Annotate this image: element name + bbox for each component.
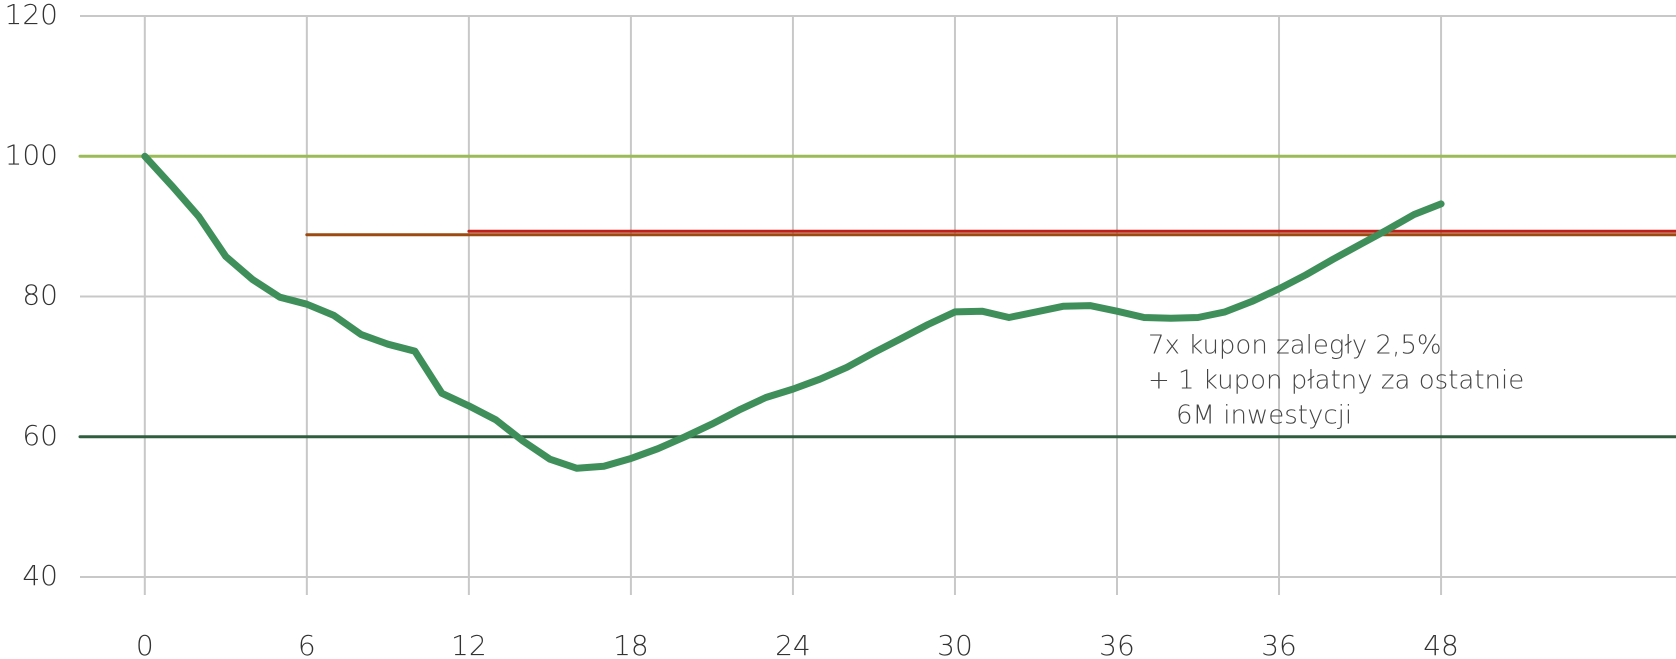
y-tick-label: 60	[22, 419, 58, 452]
x-tick-label: 24	[775, 629, 811, 659]
x-tick-label: 12	[451, 629, 487, 659]
x-tick-label: 48	[1423, 629, 1459, 659]
y-tick-label: 120	[5, 0, 58, 31]
x-tick-label: 6	[298, 629, 316, 659]
x-tick-label: 36	[1099, 629, 1135, 659]
x-tick-label: 18	[613, 629, 649, 659]
annotation-line: 7x kupon zaległy 2,5%	[1148, 331, 1442, 361]
x-tick-label: 36	[1261, 629, 1297, 659]
grid	[80, 15, 1676, 595]
x-tick-label: 0	[136, 629, 154, 659]
series-line	[141, 152, 1445, 472]
annotation-line: 6M inwestycji	[1176, 401, 1352, 431]
annotation-line: + 1 kupon płatny za ostatnie	[1148, 366, 1524, 396]
y-tick-label: 100	[5, 138, 58, 171]
y-tick-label: 40	[22, 559, 58, 592]
y-tick-label: 80	[22, 279, 58, 312]
x-tick-label: 30	[937, 629, 973, 659]
lines	[78, 152, 1676, 472]
